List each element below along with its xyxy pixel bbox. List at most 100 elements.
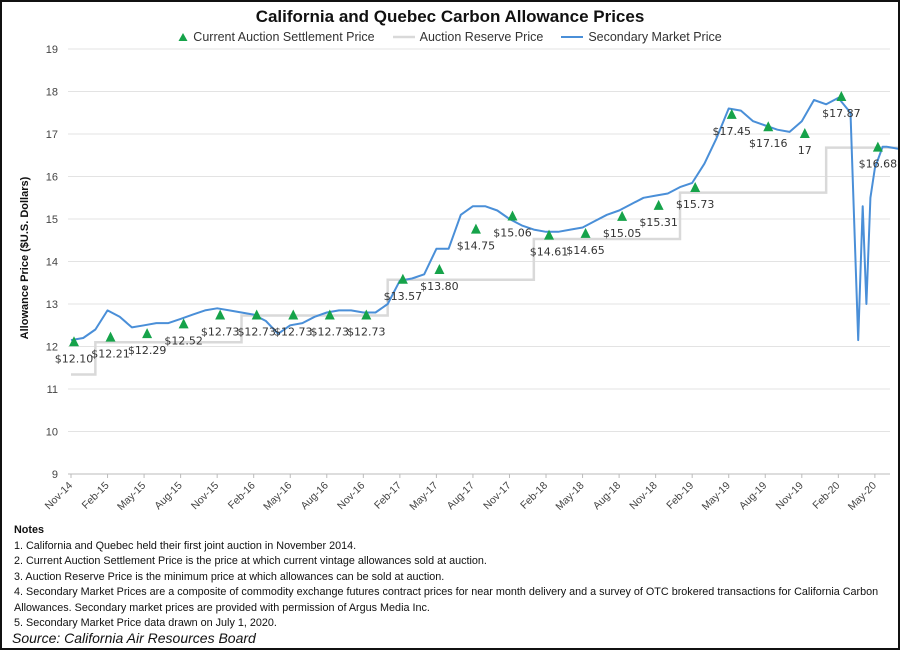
- x-tick-label: Feb-16: [226, 480, 258, 512]
- auction-price-label: $13.57: [384, 290, 423, 303]
- auction-price-marker: [763, 121, 774, 132]
- auction-price-marker: [251, 309, 262, 320]
- y-tick-label: 18: [46, 87, 58, 99]
- auction-price-label: $12.73: [237, 325, 276, 338]
- y-tick-label: 10: [46, 427, 58, 439]
- legend-item-auction: Current Auction Settlement Price: [178, 30, 375, 44]
- x-tick-label: Nov-14: [43, 480, 76, 513]
- y-tick-label: 12: [46, 342, 58, 354]
- auction-price-marker: [470, 223, 481, 234]
- auction-price-label: $12.73: [201, 325, 240, 338]
- x-tick-label: May-15: [115, 480, 148, 513]
- auction-price-marker: [105, 331, 116, 342]
- auction-price-label: $12.52: [164, 334, 203, 347]
- auction-price-label: $15.31: [639, 216, 678, 229]
- x-tick-label: May-18: [553, 480, 586, 513]
- x-tick-label: Feb-18: [518, 480, 550, 512]
- auction-price-marker: [361, 309, 372, 320]
- auction-price-label: $17.16: [749, 137, 788, 150]
- x-tick-label: Nov-16: [335, 480, 368, 513]
- x-tick-label: Aug-19: [737, 480, 770, 513]
- legend-label: Current Auction Settlement Price: [193, 30, 375, 44]
- x-tick-label: Feb-19: [664, 480, 696, 512]
- x-tick-label: Feb-15: [80, 480, 112, 512]
- auction-price-label: $12.29: [128, 344, 167, 357]
- triangle-icon: [178, 33, 188, 41]
- auction-price-marker: [507, 210, 518, 221]
- auction-price-label: $12.21: [91, 348, 130, 361]
- x-tick-label: May-19: [700, 480, 733, 513]
- auction-price-label: $12.73: [274, 325, 313, 338]
- auction-price-label: $15.05: [603, 227, 642, 240]
- auction-price-label: $17.45: [712, 125, 751, 138]
- y-tick-label: 11: [47, 384, 58, 396]
- legend-label: Secondary Market Price: [588, 30, 722, 44]
- x-tick-label: Feb-20: [810, 480, 842, 512]
- auction-price-label: 17: [798, 144, 812, 157]
- auction-price-marker: [726, 108, 737, 119]
- auction-price-marker: [617, 210, 628, 221]
- legend-item-secondary: Secondary Market Price: [561, 30, 722, 44]
- line-swatch-icon: [561, 36, 584, 38]
- note-item: 1. California and Quebec held their firs…: [14, 539, 357, 552]
- auction-price-label: $12.73: [311, 325, 350, 338]
- x-tick-label: Nov-15: [189, 480, 222, 513]
- reserve-price-line: [71, 146, 898, 376]
- auction-price-label: $15.06: [493, 226, 532, 239]
- auction-price-label: $14.61: [530, 246, 569, 259]
- auction-price-label: $13.80: [420, 280, 459, 293]
- auction-price-marker: [690, 181, 701, 192]
- note-item: 3. Auction Reserve Price is the minimum …: [14, 570, 445, 583]
- auction-price-label: $12.73: [347, 325, 386, 338]
- x-tick-label: Aug-15: [152, 480, 185, 513]
- x-tick-label: May-20: [846, 480, 879, 513]
- y-tick-label: 17: [46, 129, 58, 141]
- y-tick-label: 16: [46, 172, 58, 184]
- x-tick-label: May-17: [407, 480, 440, 513]
- auction-price-marker: [836, 91, 847, 102]
- y-tick-label: 9: [52, 469, 58, 481]
- chart-title: California and Quebec Carbon Allowance P…: [255, 7, 645, 26]
- notes: Notes 1. California and Quebec held thei…: [14, 523, 884, 632]
- legend: Current Auction Settlement Price Auction…: [2, 30, 898, 44]
- x-tick-label: Aug-17: [445, 480, 478, 513]
- auction-price-label: $15.73: [676, 198, 715, 211]
- y-tick-label: 14: [46, 257, 58, 269]
- auction-price-label: $17.87: [822, 107, 861, 120]
- y-tick-label: 19: [46, 44, 58, 56]
- auction-price-marker: [69, 336, 79, 347]
- auction-price-marker: [324, 309, 335, 320]
- x-tick-label: Nov-18: [627, 480, 660, 513]
- legend-item-reserve: Auction Reserve Price: [392, 30, 544, 44]
- note-item: 4. Secondary Market Prices are a composi…: [14, 586, 879, 614]
- x-tick-label: May-16: [261, 480, 294, 513]
- auction-price-label: $14.65: [566, 244, 605, 257]
- auction-price-marker: [580, 227, 591, 238]
- x-tick-label: Aug-18: [591, 480, 624, 513]
- auction-price-marker: [288, 309, 299, 320]
- auction-price-label: $12.10: [55, 352, 94, 365]
- notes-heading: Notes: [14, 524, 44, 536]
- auction-price-marker: [653, 199, 664, 210]
- y-tick-label: 15: [46, 214, 58, 226]
- auction-price-marker: [872, 141, 883, 152]
- x-tick-label: Nov-17: [481, 480, 514, 513]
- auction-price-marker: [215, 309, 226, 320]
- note-item: 2. Current Auction Settlement Price is t…: [14, 555, 487, 567]
- auction-price-label: $16.68: [859, 158, 898, 171]
- x-tick-label: Aug-16: [298, 480, 331, 513]
- auction-price-marker: [142, 328, 153, 339]
- auction-price-label: $14.75: [457, 240, 496, 253]
- x-tick-label: Nov-19: [773, 480, 806, 513]
- source-credit: Source: California Air Resources Board: [12, 630, 256, 646]
- auction-price-marker: [799, 128, 810, 138]
- auction-price-marker: [544, 229, 555, 240]
- legend-label: Auction Reserve Price: [419, 30, 544, 44]
- y-tick-label: 13: [46, 299, 58, 311]
- auction-price-marker: [397, 273, 408, 284]
- auction-price-marker: [178, 318, 189, 329]
- x-tick-label: Feb-17: [372, 480, 404, 512]
- line-swatch-icon: [392, 35, 415, 39]
